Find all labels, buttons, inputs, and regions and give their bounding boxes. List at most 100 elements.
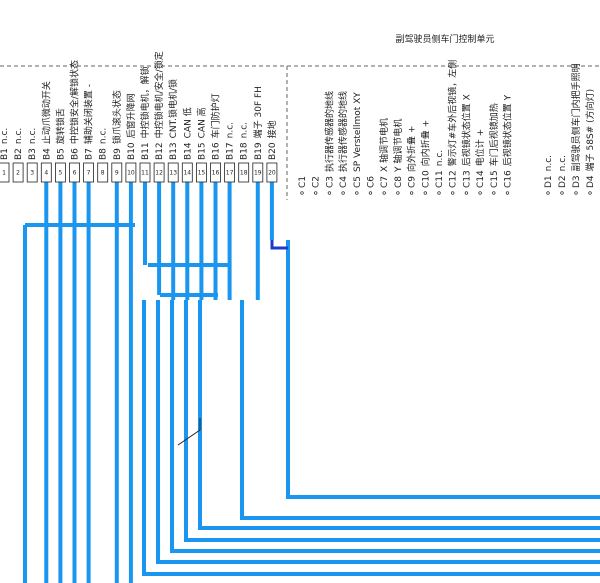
pin-number: 5 [58, 170, 62, 177]
pin-box [224, 162, 236, 183]
pin-number: 14 [183, 170, 191, 177]
c-pin-label: C1 [298, 176, 308, 188]
pin-box [97, 162, 109, 183]
pin-id: B9 [112, 148, 122, 160]
pin-id: B3 [28, 148, 38, 160]
pin-box [40, 162, 52, 183]
pin-box [210, 162, 221, 183]
pin-label: n.c. [0, 128, 10, 144]
pin-number: 13 [169, 170, 177, 177]
pin-box [12, 162, 24, 183]
pin-box [26, 162, 38, 183]
pin-id: B12 [155, 142, 165, 160]
pin-id: C13 [462, 170, 472, 188]
pin-box [266, 162, 278, 183]
pin-label: n.c. [435, 150, 445, 166]
pin-id: B6 [70, 148, 80, 160]
pin-label: 端子 30F FH [251, 86, 263, 138]
b-pin-label: B15 CAN 高 [195, 107, 207, 160]
pin-label: 车门后视镜加热 [487, 103, 499, 166]
pin-id: B16 [211, 142, 221, 160]
b-pin-label: B18 n.c. [239, 122, 249, 160]
pin-id: B5 [56, 148, 66, 160]
pin-dot [505, 191, 510, 195]
pin-id: C12 [448, 170, 458, 188]
pin-label: 电位计 + [474, 129, 486, 166]
wire [184, 300, 600, 542]
pin-label: 向内折叠 + [419, 120, 431, 166]
wire [286, 240, 600, 499]
d-pin-label: D2 n.c. [558, 155, 568, 188]
pin-box [238, 162, 250, 183]
pin-number: 9 [115, 170, 119, 177]
pin-label: 执行器传感器的地线 [337, 91, 349, 172]
pin-id: B19 [253, 142, 263, 160]
d-pin-label: D1 n.c. [544, 155, 554, 188]
pin-dot [382, 191, 386, 195]
c-pin-label: C14 电位计 + [474, 129, 486, 188]
b-pin-label: B10 后窗升降网 [124, 93, 136, 160]
pin-label: 接地 [265, 120, 277, 138]
pin-id: B15 [197, 142, 207, 160]
pin-number: 8 [101, 170, 105, 177]
c-pin-label: C12 警示灯#车外后视镜，左侧 [446, 60, 458, 188]
pin-dot [368, 191, 373, 195]
pin-box [139, 162, 151, 183]
pin-number: 16 [212, 170, 220, 177]
pin-id: B2 [14, 148, 24, 160]
pin-id: B18 [239, 142, 249, 160]
pin-dot [314, 191, 318, 195]
pin-id: B4 [42, 148, 52, 160]
wire [240, 300, 600, 520]
b-pin-label: B9 锁爪滚头状态 [110, 90, 122, 160]
pin-number: 1 [2, 170, 6, 177]
pin-dot [574, 191, 578, 195]
pin-label: 端子 58S# (方向灯) [584, 89, 596, 171]
pin-number: 11 [141, 170, 149, 177]
pin-label: 辅助关闭装置 - [82, 84, 94, 144]
pin-dot [588, 191, 592, 195]
pin-label: 中控锁电机，解锁 [139, 66, 151, 138]
pin-label: CNT.锁电机/锁 [167, 79, 179, 138]
pin-id: B14 [183, 142, 193, 160]
b-pin-label: B19 端子 30F FH [251, 86, 263, 160]
pin-label: 锁爪滚头状态 [110, 90, 122, 144]
pin-number: 7 [87, 170, 91, 177]
break-mark [177, 418, 201, 446]
pin-label: n.c. [544, 155, 554, 171]
c-pin-label: C2 [311, 176, 321, 188]
pin-label: CAN 高 [195, 107, 207, 138]
wire [170, 300, 600, 553]
unit-title: 副驾驶员侧车门控制单元 [395, 33, 494, 45]
wires [23, 182, 600, 583]
pin-number: 4 [44, 170, 48, 177]
pin-id: D2 [558, 175, 568, 188]
b-pin-label: B12 中控锁电机/安全/锁定 [153, 51, 165, 160]
b-pin-label: B17 n.c. [225, 122, 235, 160]
pin-dot [464, 191, 469, 195]
c-pin-label: C7 X 轴调节电机 [378, 118, 390, 188]
pin-number: 10 [127, 170, 135, 177]
d-pin-label: D3 副驾驶员侧车门内把手照明 [570, 63, 582, 188]
pin-label: n.c. [28, 128, 38, 144]
pin-dot [451, 191, 455, 195]
pin-id: C9 [407, 176, 417, 188]
pin-label: 后窗升降网 [124, 93, 136, 138]
pin-id: B11 [141, 142, 151, 160]
pin-number: 17 [226, 170, 234, 177]
pin-id: C3 [325, 176, 335, 188]
pin-number: 15 [198, 170, 206, 177]
pin-box [167, 162, 179, 183]
pin-box [181, 162, 193, 183]
pin-dot [341, 191, 345, 195]
pin-dot [300, 191, 304, 195]
pin-label: 车门防护灯 [209, 93, 221, 138]
b-pin-label: B3 n.c. [28, 128, 38, 160]
b-pin-label: B20 接地 [265, 120, 277, 160]
pin-id: C4 [339, 176, 349, 188]
c-pin-label: C3 执行器传感器的地线 [323, 91, 335, 188]
pin-label: 向外折叠 + [405, 126, 417, 172]
c-pin-label: C6 [366, 176, 376, 188]
pin-id: C11 [435, 170, 445, 188]
pin-number: 19 [254, 170, 262, 177]
